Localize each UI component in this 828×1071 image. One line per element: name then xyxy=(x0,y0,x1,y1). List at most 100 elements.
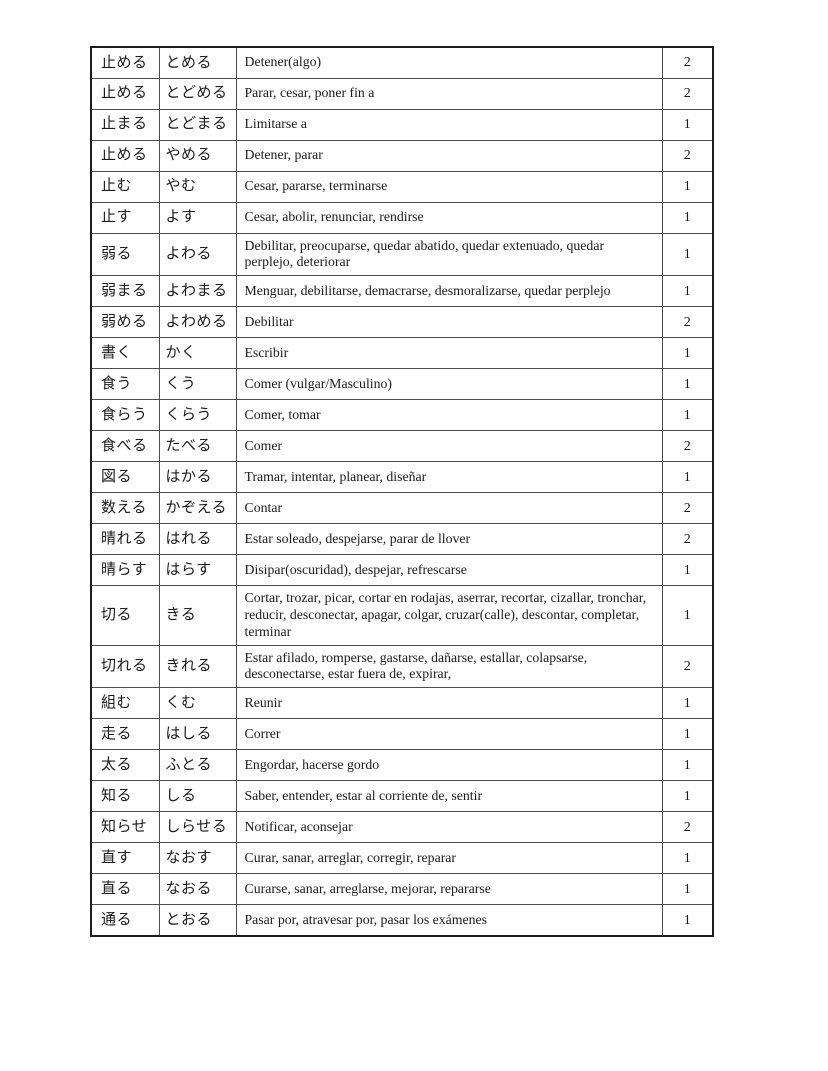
kanji-cell: 食らう xyxy=(90,399,160,432)
kanji-cell: 止める xyxy=(90,139,160,172)
meaning-cell: Limitarse a xyxy=(235,108,663,141)
table-row: 食らう くらう Comer, tomar 1 xyxy=(90,399,714,432)
meaning-cell: Cesar, pararse, terminarse xyxy=(235,170,663,203)
group-cell: 1 xyxy=(661,904,714,937)
kanji-cell: 切れる xyxy=(90,644,160,689)
meaning-cell: Curarse, sanar, arreglarse, mejorar, rep… xyxy=(235,873,663,906)
meaning-cell: Debilitar xyxy=(235,306,663,339)
meaning-cell: Disipar(oscuridad), despejar, refrescars… xyxy=(235,554,663,587)
reading-cell: ふとる xyxy=(158,749,237,782)
group-cell: 1 xyxy=(661,399,714,432)
table-row: 止める とめる Detener(algo) 2 xyxy=(90,46,714,79)
reading-cell: やめる xyxy=(158,139,237,172)
reading-cell: よす xyxy=(158,201,237,234)
kanji-cell: 止す xyxy=(90,201,160,234)
group-cell: 1 xyxy=(661,368,714,401)
kanji-cell: 通る xyxy=(90,904,160,937)
table-row: 直す なおす Curar, sanar, arreglar, corregir,… xyxy=(90,842,714,875)
reading-cell: しる xyxy=(158,780,237,813)
table-row: 知らせ しらせる Notificar, aconsejar 2 xyxy=(90,811,714,844)
table-row: 弱める よわめる Debilitar 2 xyxy=(90,306,714,339)
meaning-cell: Tramar, intentar, planear, diseñar xyxy=(235,461,663,494)
kanji-cell: 太る xyxy=(90,749,160,782)
kanji-cell: 弱める xyxy=(90,306,160,339)
reading-cell: とどまる xyxy=(158,108,237,141)
reading-cell: とおる xyxy=(158,904,237,937)
meaning-cell: Menguar, debilitarse, demacrarse, desmor… xyxy=(235,275,663,308)
reading-cell: しらせる xyxy=(158,811,237,844)
vocabulary-table-body: 止める とめる Detener(algo) 2 止める とどめる Parar, … xyxy=(90,46,714,937)
group-cell: 1 xyxy=(661,275,714,308)
reading-cell: かく xyxy=(158,337,237,370)
kanji-cell: 数える xyxy=(90,492,160,525)
kanji-cell: 図る xyxy=(90,461,160,494)
kanji-cell: 直す xyxy=(90,842,160,875)
kanji-cell: 止む xyxy=(90,170,160,203)
kanji-cell: 止める xyxy=(90,77,160,110)
meaning-cell: Estar soleado, despejarse, parar de llov… xyxy=(235,523,663,556)
group-cell: 2 xyxy=(661,492,714,525)
reading-cell: はかる xyxy=(158,461,237,494)
reading-cell: くらう xyxy=(158,399,237,432)
table-row: 数える かぞえる Contar 2 xyxy=(90,492,714,525)
reading-cell: きれる xyxy=(158,644,237,689)
table-row: 食べる たべる Comer 2 xyxy=(90,430,714,463)
kanji-cell: 弱まる xyxy=(90,275,160,308)
meaning-cell: Detener, parar xyxy=(235,139,663,172)
group-cell: 1 xyxy=(661,718,714,751)
meaning-cell: Comer xyxy=(235,430,663,463)
group-cell: 2 xyxy=(661,811,714,844)
kanji-cell: 止まる xyxy=(90,108,160,141)
table-row: 走る はしる Correr 1 xyxy=(90,718,714,751)
meaning-cell: Contar xyxy=(235,492,663,525)
kanji-cell: 書く xyxy=(90,337,160,370)
reading-cell: たべる xyxy=(158,430,237,463)
meaning-cell: Pasar por, atravesar por, pasar los exám… xyxy=(235,904,663,937)
kanji-cell: 知らせ xyxy=(90,811,160,844)
reading-cell: はらす xyxy=(158,554,237,587)
meaning-cell: Cesar, abolir, renunciar, rendirse xyxy=(235,201,663,234)
vocabulary-table: 止める とめる Detener(algo) 2 止める とどめる Parar, … xyxy=(90,46,714,937)
table-row: 図る はかる Tramar, intentar, planear, diseña… xyxy=(90,461,714,494)
table-row: 食う くう Comer (vulgar/Masculino) 1 xyxy=(90,368,714,401)
group-cell: 1 xyxy=(661,780,714,813)
kanji-cell: 止める xyxy=(90,46,160,79)
reading-cell: はしる xyxy=(158,718,237,751)
reading-cell: とめる xyxy=(158,46,237,79)
meaning-cell: Notificar, aconsejar xyxy=(235,811,663,844)
reading-cell: よわる xyxy=(158,232,237,277)
meaning-cell: Saber, entender, estar al corriente de, … xyxy=(235,780,663,813)
reading-cell: かぞえる xyxy=(158,492,237,525)
table-row: 書く かく Escribir 1 xyxy=(90,337,714,370)
kanji-cell: 晴らす xyxy=(90,554,160,587)
meaning-cell: Debilitar, preocuparse, quedar abatido, … xyxy=(235,232,663,277)
table-row: 直る なおる Curarse, sanar, arreglarse, mejor… xyxy=(90,873,714,906)
meaning-cell: Engordar, hacerse gordo xyxy=(235,749,663,782)
kanji-cell: 食べる xyxy=(90,430,160,463)
group-cell: 2 xyxy=(661,46,714,79)
group-cell: 1 xyxy=(661,873,714,906)
meaning-cell: Comer, tomar xyxy=(235,399,663,432)
table-row: 切れる きれる Estar afilado, romperse, gastars… xyxy=(90,644,714,689)
group-cell: 1 xyxy=(661,170,714,203)
table-row: 太る ふとる Engordar, hacerse gordo 1 xyxy=(90,749,714,782)
meaning-cell: Parar, cesar, poner fin a xyxy=(235,77,663,110)
reading-cell: くう xyxy=(158,368,237,401)
table-row: 止める とどめる Parar, cesar, poner fin a 2 xyxy=(90,77,714,110)
group-cell: 2 xyxy=(661,306,714,339)
meaning-cell: Escribir xyxy=(235,337,663,370)
meaning-cell: Cortar, trozar, picar, cortar en rodajas… xyxy=(235,585,663,646)
kanji-cell: 知る xyxy=(90,780,160,813)
table-row: 切る きる Cortar, trozar, picar, cortar en r… xyxy=(90,585,714,646)
reading-cell: なおる xyxy=(158,873,237,906)
group-cell: 1 xyxy=(661,749,714,782)
kanji-cell: 直る xyxy=(90,873,160,906)
meaning-cell: Reunir xyxy=(235,687,663,720)
reading-cell: きる xyxy=(158,585,237,646)
table-row: 知る しる Saber, entender, estar al corrient… xyxy=(90,780,714,813)
table-row: 通る とおる Pasar por, atravesar por, pasar l… xyxy=(90,904,714,937)
meaning-cell: Estar afilado, romperse, gastarse, dañar… xyxy=(235,644,663,689)
reading-cell: やむ xyxy=(158,170,237,203)
kanji-cell: 走る xyxy=(90,718,160,751)
group-cell: 2 xyxy=(661,139,714,172)
